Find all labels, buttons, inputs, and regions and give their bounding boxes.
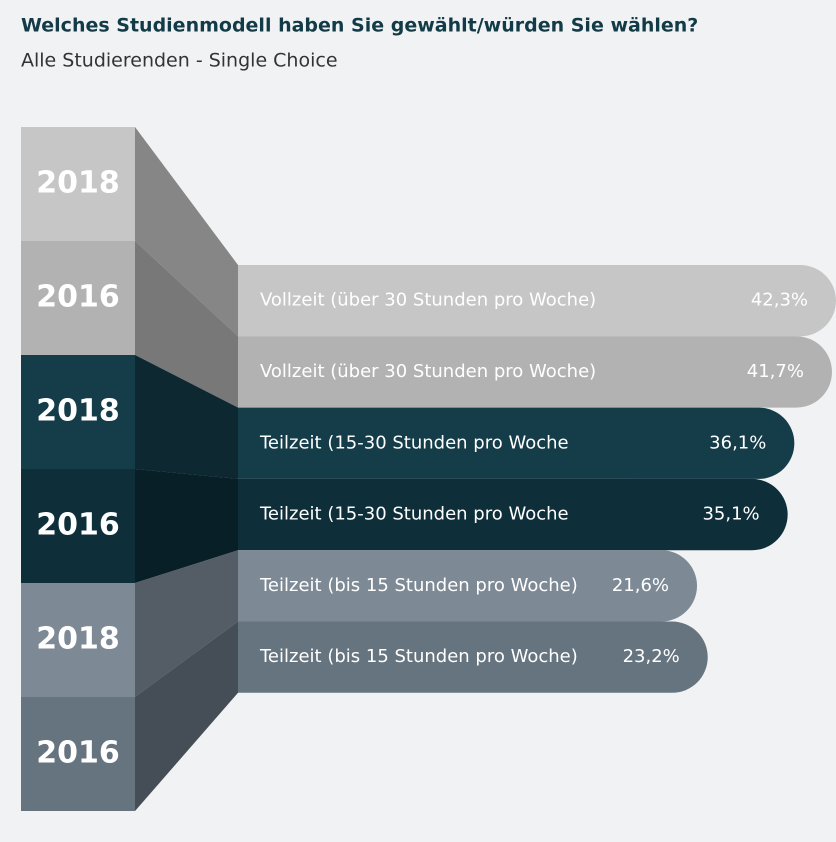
bar [238,407,795,479]
bar-label: Teilzeit (bis 15 Stunden pro Woche) [259,575,578,596]
bar-label: Vollzeit (über 30 Stunden pro Woche) [260,361,596,382]
value-label: 23,2% [623,646,680,667]
bar-label: Teilzeit (15-30 Stunden pro Woche [259,504,569,525]
value-label: 42,3% [751,290,808,311]
bar [238,621,708,693]
year-block [21,241,135,355]
year-block [21,469,135,583]
connector-shade [135,127,238,337]
value-label: 35,1% [702,504,759,525]
connector-shade [135,355,238,479]
connector-shade [135,469,238,583]
connector [135,469,238,583]
bar [238,265,836,337]
connector-shade [135,621,238,811]
connector-shade [135,550,238,697]
year-label: 2016 [36,736,120,771]
year-label: 2016 [36,508,120,543]
bar [238,478,788,551]
value-label: 36,1% [709,432,766,453]
value-label: 21,6% [612,575,669,596]
chart-subtitle: Alle Studierenden - Single Choice [21,50,338,72]
year-block [21,355,135,469]
year-label: 2018 [36,394,120,429]
year-block [21,697,135,811]
bar [238,550,698,622]
connector [135,241,238,408]
bar-label: Teilzeit (bis 15 Stunden pro Woche) [259,646,578,667]
connector [135,355,238,479]
value-label: 41,7% [747,361,804,382]
bar-label: Vollzeit (über 30 Stunden pro Woche) [260,290,596,311]
connector [135,127,238,337]
year-label: 2018 [36,622,120,657]
year-label: 2016 [36,280,120,315]
bar-label: Teilzeit (15-30 Stunden pro Woche [259,432,569,453]
connector [135,550,238,697]
year-label: 2018 [36,166,120,201]
connector [135,621,238,811]
connector-shade [135,241,238,408]
bar [238,336,832,408]
year-block [21,583,135,697]
chart-title: Welches Studienmodell haben Sie gewählt/… [21,15,698,37]
year-block [21,127,135,241]
